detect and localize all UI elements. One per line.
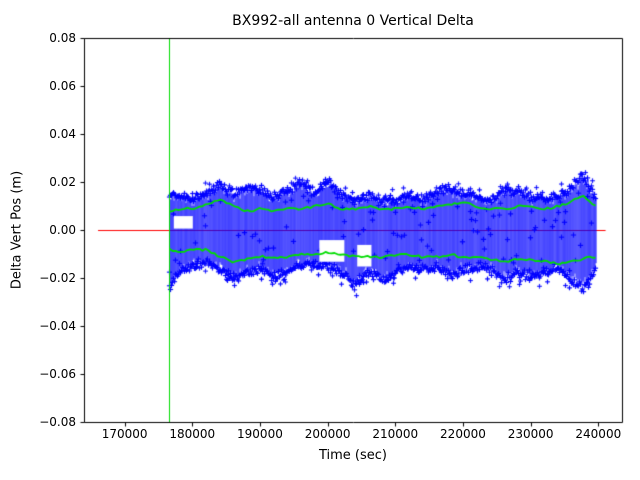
x-tick-label: 220000 (440, 427, 486, 441)
x-tick-label: 180000 (169, 427, 216, 441)
y-axis-label: Delta Vert Pos (m) (9, 170, 25, 290)
x-tick-label: 190000 (237, 427, 283, 441)
x-tick-label: 230000 (507, 427, 554, 441)
x-tick-label: 240000 (575, 427, 622, 441)
x-axis-label: Time (sec) (318, 448, 387, 463)
x-tick-label: 170000 (101, 427, 148, 441)
y-tick-label: −0.08 (39, 415, 76, 429)
y-tick-label: 0.04 (49, 127, 76, 141)
y-tick-label: −0.06 (39, 367, 76, 381)
y-tick-label: 0.00 (49, 223, 76, 237)
x-tick-label: 200000 (304, 427, 351, 441)
y-tick-label: 0.02 (49, 175, 76, 189)
x-tick-label: 210000 (372, 427, 419, 441)
chart-title: BX992-all antenna 0 Vertical Delta (232, 13, 474, 29)
y-tick-label: −0.02 (39, 271, 76, 285)
y-tick-label: −0.04 (39, 319, 76, 333)
y-tick-label: 0.06 (49, 79, 76, 93)
y-tick-label: 0.08 (49, 31, 76, 45)
